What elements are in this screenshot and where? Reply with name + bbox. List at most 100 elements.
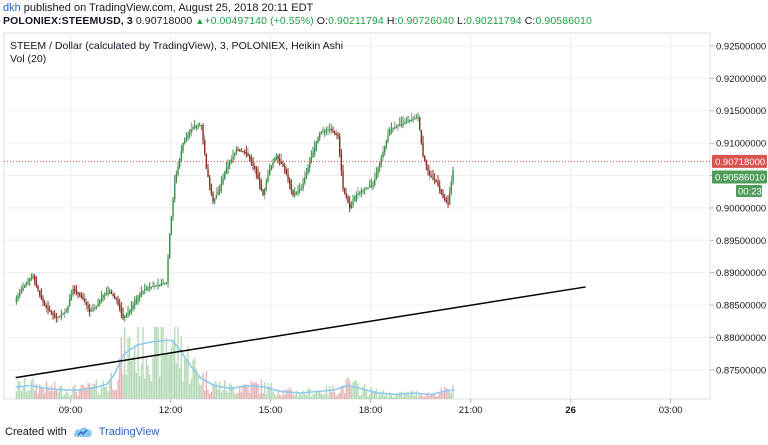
candle-body [309,162,311,168]
candle-body [79,293,81,296]
volume-bar [175,363,178,399]
trendline[interactable] [15,286,586,379]
candle-body [409,120,411,122]
candle-body [244,151,246,153]
volume-bar [432,393,434,399]
candle-body [149,286,151,288]
trendline-drawing[interactable] [15,286,586,379]
candle-body [174,181,176,200]
candle-body [110,292,113,295]
candle-body [445,200,448,203]
volume-bar [415,390,418,399]
volume-bar [84,387,86,399]
time-axis[interactable]: 09:00 12:00 15:00 18:00 21:00 26 03:00 [59,399,683,416]
volume-bar [137,327,139,399]
volume-bar [322,394,324,399]
volume-bar [34,390,36,399]
volume-bar [372,390,374,399]
candle-body [304,178,306,184]
volume-bar [87,382,89,399]
volume-bar [94,384,96,399]
volume-bar [72,386,74,399]
volume-bar [444,387,446,399]
volume-bar [434,393,436,399]
candle-body [359,192,361,194]
candle-body [404,122,406,124]
candle-body [260,184,263,190]
volume-bar [424,397,426,399]
candle-body [134,302,136,306]
candle-body [415,117,418,119]
y-tick-label: 0.89500000 [716,236,766,247]
candle-body [135,299,138,303]
volume-bar [235,393,238,399]
volume-bar [19,381,21,399]
volume-bar [417,396,419,399]
volume-bar [184,358,186,399]
candle-body [322,131,324,133]
price-chart[interactable]: 0.92500000 0.92000000 0.91500000 0.91000000… [0,30,768,422]
volume-bar [122,374,124,399]
volume-bar [439,392,441,399]
volume-bar [390,394,393,399]
author-link[interactable]: dkh [3,2,21,14]
volume-bar [437,395,439,399]
volume-bar [324,394,326,399]
volume-bar [450,393,453,399]
volume-bar [379,391,381,399]
chart-area[interactable]: 0.92500000 0.92000000 0.91500000 0.91000000… [0,30,768,422]
volume-bar [212,384,214,399]
candle-body [339,136,341,154]
volume-bar [409,395,411,399]
volume-bar [177,327,179,399]
candle-body [419,117,421,131]
tradingview-link[interactable]: TradingView [98,426,160,438]
volume-bar [310,396,313,399]
candle-body [75,290,78,293]
candle-body [175,174,178,182]
candle-body [355,194,358,199]
volume-bar [169,354,171,399]
candle-body [259,179,261,185]
volume-bar [35,383,38,399]
volume-bar [295,390,298,399]
volume-bar [192,359,194,399]
candle-body [352,201,354,205]
volume-bar [200,385,203,399]
volume-bar [97,392,99,399]
candle-body [87,305,89,309]
volume-bar [334,392,336,399]
volume-bar [144,378,146,399]
candle-body [15,299,18,302]
volume-bar [22,386,24,399]
candle-body [144,289,146,291]
candle-body [254,165,256,170]
volume-bar [49,390,51,399]
candle-body [289,179,291,185]
candle-body [199,125,201,127]
tradingview-cloud-icon[interactable] [73,426,93,438]
volume-bar [104,387,106,399]
volume-bar [380,395,383,399]
candle-body [435,180,438,182]
candle-body [164,282,166,284]
volume-bar [254,382,256,399]
candle-body [202,124,204,140]
volume-bar [297,395,299,399]
volume-bar [187,345,189,399]
candles [15,112,454,323]
volume-bar [312,394,314,399]
volume-bar [174,327,176,399]
price-axis[interactable]: 0.92500000 0.92000000 0.91500000 0.91000000… [710,41,766,376]
candle-body [24,285,26,288]
candle-body [235,149,238,153]
candle-body [129,311,131,314]
candle-body [189,132,191,136]
candle-body [114,296,116,298]
volume-bar [114,390,116,399]
candle-body [384,146,386,152]
candle-body [424,156,426,161]
volume-bar [240,392,243,399]
volume-bar [194,358,196,399]
candle-body [332,130,334,132]
